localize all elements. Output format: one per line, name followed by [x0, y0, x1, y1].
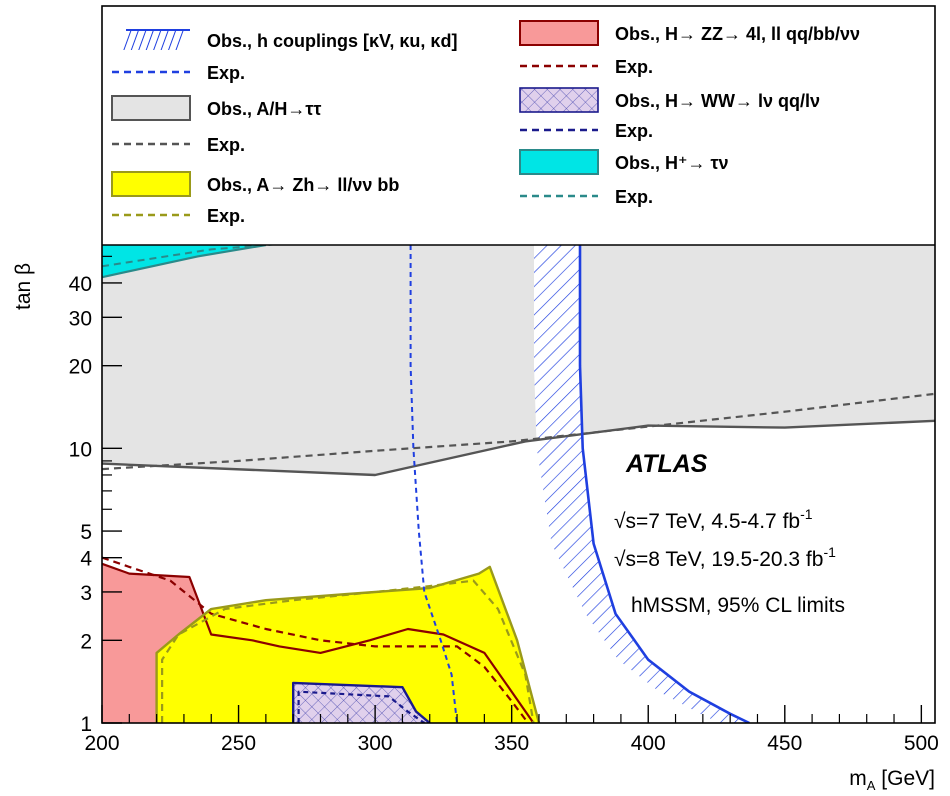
- x-tick-label: 250: [221, 732, 256, 755]
- legend-swatch: [111, 95, 191, 121]
- lines-layer: [102, 245, 935, 723]
- experiment-label: ATLAS: [625, 450, 708, 478]
- legend-swatch: [519, 87, 599, 113]
- legend-item-hplus_exp: Exp.: [520, 187, 653, 207]
- legend-swatch: [519, 20, 599, 46]
- line-zz-observed: [102, 562, 535, 723]
- legend-label: Exp.: [207, 135, 245, 155]
- legend-label: Obs., H→ WW→ lν qq/lν: [615, 91, 820, 111]
- legend-label: Exp.: [615, 121, 653, 141]
- y-tick-label: 40: [69, 273, 92, 296]
- legend-item-zz_obs: Obs., H→ ZZ→ 4l, ll qq/bb/νν: [519, 20, 860, 46]
- y-tick-label: 1: [80, 713, 92, 736]
- line-tautau-expected: [102, 392, 935, 471]
- energy-label-8tev: √s=8 TeV, 19.5-20.3 fb-1: [614, 544, 836, 571]
- legend-label: Exp.: [615, 57, 653, 77]
- legend-label: Obs., A→ Zh→ ll/νν bb: [207, 175, 399, 195]
- legend-item-ww_exp: Exp.: [520, 121, 653, 141]
- region-ww-observed: [293, 682, 430, 723]
- legend-item-azh_exp: Exp.: [112, 206, 245, 226]
- x-tick-label: 400: [631, 732, 666, 755]
- legend-item-h_exp: Exp.: [112, 63, 245, 83]
- legend-swatch: [519, 149, 599, 175]
- x-tick-label: 200: [84, 732, 119, 755]
- y-tick-label: 2: [80, 630, 92, 653]
- x-tick-label: 450: [767, 732, 802, 755]
- x-tick-label: 300: [358, 732, 393, 755]
- line-hplus-expected: [102, 245, 280, 268]
- legend-swatch: [118, 30, 190, 50]
- x-tick-label: 500: [904, 732, 939, 755]
- legend-item-h_obs: Obs., h couplings [κV, κu, κd]: [118, 29, 457, 51]
- axis-ticks: [101, 255, 923, 724]
- line-ww-observed: [292, 681, 431, 723]
- legend-label: Exp.: [207, 206, 245, 226]
- model-label: hMSSM, 95% CL limits: [631, 594, 845, 617]
- legend-label: Exp.: [207, 63, 245, 83]
- plot-frame: [101, 5, 936, 724]
- line-zz-expected: [102, 556, 529, 723]
- legend-label: Obs., H→ ZZ→ 4l, ll qq/bb/νν: [615, 24, 860, 44]
- legend-item-azh_obs: Obs., A→ Zh→ ll/νν bb: [111, 171, 399, 197]
- line-azh-expected: [161, 579, 535, 723]
- x-tick-label: 350: [494, 732, 529, 755]
- legend-item-tautau_exp: Exp.: [112, 135, 245, 155]
- legend: Obs., h couplings [κV, κu, κd] Exp. Obs., …: [111, 20, 860, 226]
- line-ww-expected: [297, 690, 425, 723]
- y-tick-label: 4: [80, 548, 92, 571]
- legend-item-tautau_obs: Obs., A/H→ττ: [111, 95, 321, 121]
- y-tick-label: 20: [69, 356, 92, 379]
- region-hplus-observed: [102, 245, 266, 278]
- energy-label-7tev: √s=7 TeV, 4.5-4.7 fb-1: [614, 506, 813, 533]
- legend-item-hplus_obs: Obs., H⁺→ τν: [519, 149, 729, 175]
- y-tick-label: 5: [80, 521, 92, 544]
- y-tick-label: 3: [80, 582, 92, 605]
- y-axis-label: tan β: [12, 263, 35, 310]
- line-h-couplings-observed: [578, 245, 750, 723]
- y-tick-label: 10: [69, 438, 92, 461]
- legend-item-ww_obs: Obs., H→ WW→ lν qq/lν: [519, 87, 820, 113]
- legend-label: Exp.: [615, 187, 653, 207]
- y-tick-label: 30: [69, 307, 92, 330]
- legend-label: Obs., h couplings [κV, κu, κd]: [207, 31, 457, 51]
- legend-item-zz_exp: Exp.: [520, 57, 653, 77]
- x-axis-label: mA [GeV]: [849, 767, 935, 793]
- legend-label: Obs., A/H→ττ: [207, 99, 321, 119]
- region-h-couplings-observed: [534, 245, 750, 723]
- legend-label: Obs., H⁺→ τν: [615, 153, 729, 173]
- line-h-couplings-expected: [409, 245, 458, 723]
- line-hplus-observed: [102, 245, 267, 279]
- legend-swatch: [111, 171, 191, 197]
- tick-labels: 200 250 300 350 400 450 500 1 2 3 4 5 10 20 30 40: [69, 273, 939, 755]
